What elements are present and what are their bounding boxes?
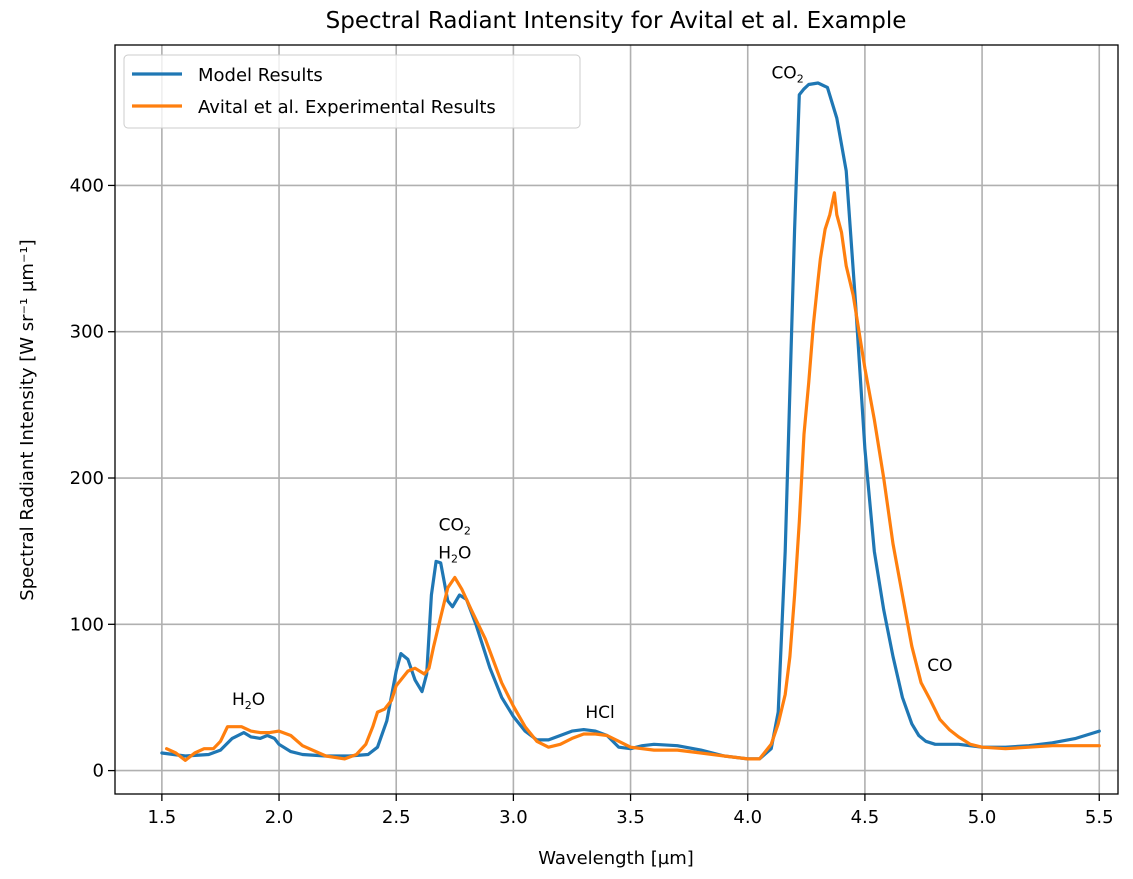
y-tick-label: 200 <box>70 468 104 489</box>
x-axis-label: Wavelength [µm] <box>538 848 694 869</box>
x-tick-label: 3.5 <box>616 807 645 828</box>
series-lines <box>160 81 1101 763</box>
y-tick-label: 300 <box>70 322 104 343</box>
annotation-label: H2O <box>438 543 471 565</box>
annotation-label: CO2 <box>771 64 803 86</box>
legend-label-experimental: Avital et al. Experimental Results <box>198 97 496 118</box>
y-tick-label: 100 <box>70 614 104 635</box>
legend-box <box>123 54 581 129</box>
plot-area-frame <box>114 44 1119 795</box>
y-axis-ticks: 0 100 200 300 400 <box>70 175 115 782</box>
legend-label-model: Model Results <box>198 65 323 86</box>
x-tick-label: 2.5 <box>382 807 411 828</box>
x-axis-ticks: 1.5 2.0 2.5 3.0 3.5 4.0 4.5 5.0 5.5 <box>148 794 1114 828</box>
chart-title: Spectral Radiant Intensity for Avital et… <box>326 8 907 34</box>
x-tick-label: 5.5 <box>1085 807 1114 828</box>
x-tick-label: 4.5 <box>851 807 880 828</box>
annotation-label: CO2 <box>439 516 471 538</box>
y-tick-label: 0 <box>93 761 104 782</box>
y-axis-label: Spectral Radiant Intensity [W sr⁻¹ µm⁻¹] <box>17 239 38 600</box>
x-tick-label: 5.0 <box>968 807 997 828</box>
annotation-label: CO <box>927 656 952 676</box>
experimental-results-line <box>165 191 1101 763</box>
x-tick-label: 2.0 <box>265 807 294 828</box>
x-tick-label: 4.0 <box>733 807 762 828</box>
x-tick-label: 1.5 <box>148 807 177 828</box>
x-tick-label: 3.0 <box>499 807 528 828</box>
legend: Model Results Avital et al. Experimental… <box>123 54 581 129</box>
grid-lines <box>115 45 1118 794</box>
annotation-label: HCl <box>585 703 614 723</box>
y-tick-label: 400 <box>70 175 104 196</box>
annotation-label: H2O <box>232 690 265 712</box>
annotations: H2O CO2 H2O HCl CO2 CO <box>232 64 953 723</box>
